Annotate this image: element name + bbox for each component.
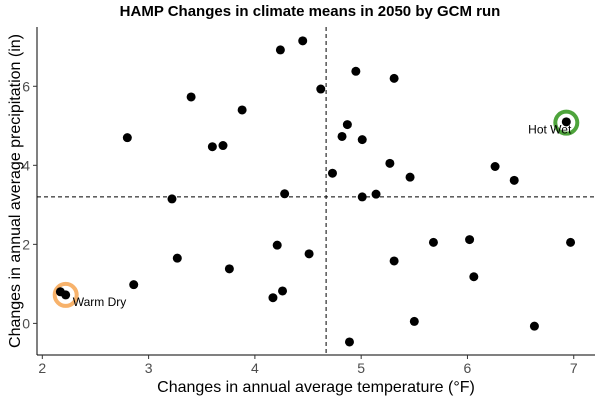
- data-point: [207, 142, 217, 152]
- data-point: [561, 117, 571, 127]
- x-axis-title: Changes in annual average temperature (°…: [157, 379, 475, 396]
- y-tick-label: 2: [22, 236, 30, 252]
- x-tick-label: 5: [357, 360, 365, 376]
- data-point: [272, 240, 282, 250]
- data-point: [278, 286, 288, 296]
- data-point: [389, 73, 399, 83]
- y-tick-label: 4: [22, 157, 30, 173]
- y-axis-title: Changes in annual average precipitation …: [7, 34, 24, 348]
- data-point: [172, 253, 182, 263]
- data-point: [268, 293, 278, 303]
- x-axis-ticks: 2 3 4 5 6 7: [38, 355, 578, 376]
- data-point: [344, 337, 354, 347]
- data-point: [351, 66, 361, 76]
- x-tick-label: 4: [251, 360, 259, 376]
- data-point: [371, 189, 381, 199]
- data-point: [316, 84, 326, 94]
- data-point: [186, 92, 196, 102]
- annotation-labels: Hot Wet Warm Dry: [73, 123, 572, 309]
- data-point: [385, 158, 395, 168]
- data-point: [342, 120, 352, 130]
- x-tick-label: 3: [145, 360, 153, 376]
- highlight-ring: [553, 109, 580, 136]
- data-point: [509, 175, 519, 185]
- data-point: [298, 36, 308, 46]
- data-point: [167, 194, 177, 204]
- x-tick-label: 2: [38, 360, 46, 376]
- data-point: [237, 105, 247, 115]
- data-point: [218, 141, 228, 151]
- data-point: [389, 256, 399, 266]
- data-point: [469, 272, 479, 282]
- data-point: [490, 161, 500, 171]
- data-point: [465, 235, 475, 245]
- data-point: [327, 168, 337, 178]
- y-tick-label: 0: [22, 315, 30, 331]
- data-point: [275, 45, 285, 55]
- data-point: [129, 280, 139, 290]
- data-point: [357, 135, 367, 145]
- highlight-ring: [52, 281, 79, 308]
- data-point: [357, 192, 367, 202]
- data-point: [405, 172, 415, 182]
- chart-title: HAMP Changes in climate means in 2050 by…: [120, 3, 501, 20]
- data-point: [409, 316, 419, 326]
- data-point: [566, 237, 576, 247]
- y-axis-ticks: 0 2 4 6: [22, 78, 37, 331]
- data-point: [224, 264, 234, 274]
- data-point: [304, 249, 314, 259]
- x-tick-label: 6: [464, 360, 472, 376]
- annotation-label: Warm Dry: [73, 295, 127, 309]
- x-tick-label: 7: [570, 360, 578, 376]
- annotation-label: Hot Wet: [528, 123, 572, 137]
- reference-lines: [37, 27, 595, 355]
- data-points: [55, 36, 576, 347]
- data-point: [529, 321, 539, 331]
- plot-panel: [36, 27, 595, 356]
- data-point: [428, 237, 438, 247]
- highlight-rings: [52, 109, 580, 308]
- data-point: [337, 131, 347, 141]
- data-point: [280, 189, 290, 199]
- y-tick-label: 6: [22, 78, 30, 94]
- data-point: [122, 133, 132, 143]
- data-point: [61, 290, 71, 300]
